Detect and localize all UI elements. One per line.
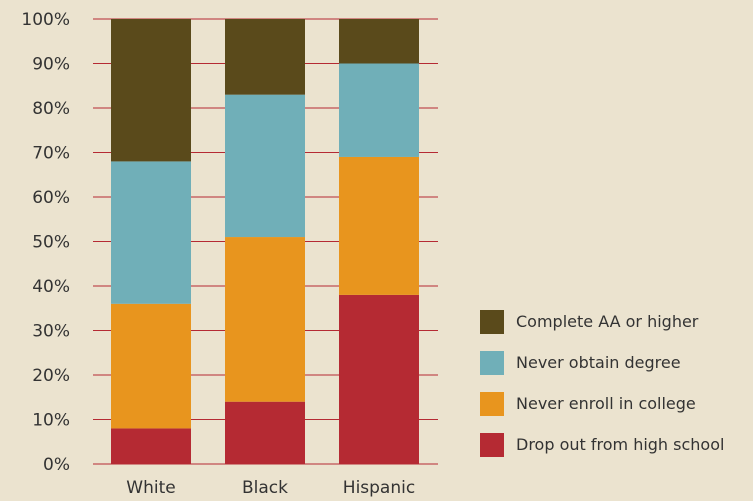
- legend-label: Complete AA or higher: [516, 312, 699, 331]
- legend-swatch: [480, 392, 504, 416]
- y-tick-label: 90%: [32, 55, 70, 75]
- x-axis: White Black Hispanic: [126, 478, 415, 498]
- bar-segment: [339, 156, 419, 295]
- bars: [111, 19, 419, 464]
- y-tick-label: 10%: [32, 411, 70, 431]
- y-tick-label: 40%: [32, 277, 70, 297]
- y-tick-label: 70%: [32, 144, 70, 164]
- legend: Complete AA or higher Never obtain degree…: [480, 310, 724, 457]
- legend-swatch: [480, 310, 504, 334]
- bar-segment: [225, 19, 305, 95]
- y-axis: 0% 10% 20% 30% 40% 50% 60% 70% 80% 90% 100%: [21, 10, 70, 475]
- y-tick-label: 60%: [32, 188, 70, 208]
- legend-swatch: [480, 351, 504, 375]
- legend-label: Drop out from high school: [516, 435, 724, 454]
- x-tick-label: Hispanic: [343, 478, 415, 498]
- bar-segment: [111, 428, 191, 464]
- legend-swatch: [480, 433, 504, 457]
- bar-segment: [111, 19, 191, 162]
- bar-segment: [339, 19, 419, 64]
- bar-segment: [225, 401, 305, 464]
- bar-segment: [225, 94, 305, 238]
- bar-segment: [339, 63, 419, 157]
- legend-label: Never enroll in college: [516, 394, 696, 413]
- bar-segment: [225, 237, 305, 402]
- y-tick-label: 0%: [43, 455, 70, 475]
- y-tick-label: 50%: [32, 233, 70, 253]
- x-tick-label: Black: [242, 478, 288, 498]
- bar-segment: [111, 161, 191, 304]
- bar-segment: [111, 303, 191, 429]
- x-tick-label: White: [126, 478, 175, 498]
- legend-label: Never obtain degree: [516, 353, 681, 372]
- bar-segment: [339, 294, 419, 464]
- y-tick-label: 100%: [21, 10, 70, 30]
- y-tick-label: 20%: [32, 366, 70, 386]
- y-tick-label: 30%: [32, 322, 70, 342]
- y-tick-label: 80%: [32, 99, 70, 119]
